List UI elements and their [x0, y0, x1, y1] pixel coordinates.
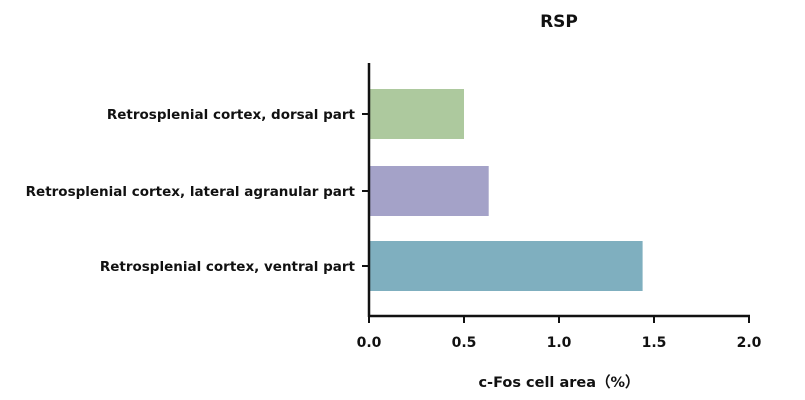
category-label: Retrosplenial cortex, lateral agranular … — [26, 184, 356, 200]
x-tick-label: 0.0 — [357, 335, 382, 351]
x-tick-label: 1.5 — [642, 335, 667, 351]
category-label: Retrosplenial cortex, ventral part — [100, 259, 356, 275]
bar-2 — [369, 166, 489, 216]
y-axis: Retrosplenial cortex, dorsal part Retrosp… — [26, 63, 371, 317]
bar-1 — [369, 89, 464, 139]
x-axis: 0.0 0.5 1.0 1.5 2.0 — [357, 314, 762, 351]
x-axis-label: c-Fos cell area（%） — [478, 373, 639, 391]
bars — [369, 89, 643, 291]
category-label: Retrosplenial cortex, dorsal part — [107, 107, 356, 123]
x-tick-label: 0.5 — [452, 335, 477, 351]
x-tick-label: 1.0 — [547, 335, 572, 351]
chart-title: RSP — [540, 12, 578, 32]
x-tick-label: 2.0 — [737, 335, 762, 351]
bar-3 — [369, 241, 643, 291]
